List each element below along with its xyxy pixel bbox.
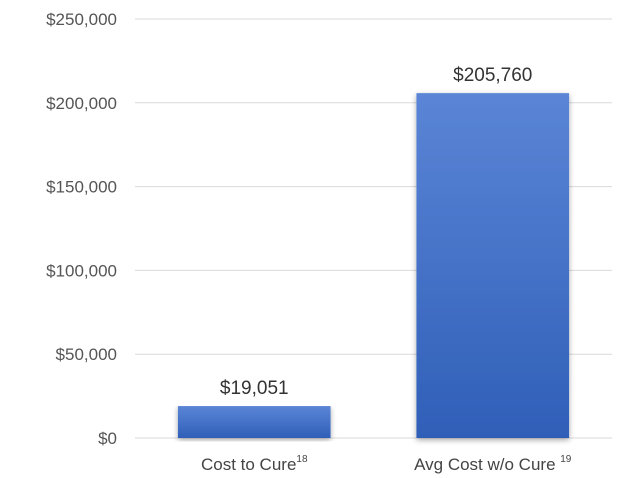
y-tick-label: $150,000 bbox=[46, 178, 117, 197]
category-footnote-superscript: 18 bbox=[296, 454, 308, 465]
bars bbox=[177, 93, 570, 438]
y-tick-label: $50,000 bbox=[56, 345, 117, 364]
category-label: Avg Cost w/o Cure 19 bbox=[414, 454, 572, 474]
category-label: Cost to Cure18 bbox=[201, 454, 308, 474]
category-footnote-superscript: 19 bbox=[560, 454, 572, 465]
data-labels: $19,051 $205,760 bbox=[220, 65, 532, 399]
category-label-text: Cost to Cure bbox=[201, 455, 296, 474]
y-tick-label: $100,000 bbox=[46, 261, 117, 280]
data-label: $205,760 bbox=[453, 65, 532, 86]
bar bbox=[177, 406, 331, 438]
category-label-text: Avg Cost w/o Cure bbox=[414, 455, 560, 474]
y-tick-label: $0 bbox=[98, 429, 117, 448]
y-tick-label: $200,000 bbox=[46, 94, 117, 113]
data-label: $19,051 bbox=[220, 378, 289, 399]
y-axis-ticks: $0 $50,000 $100,000 $150,000 $200,000 $250,00… bbox=[46, 10, 117, 448]
y-tick-label: $250,000 bbox=[46, 10, 117, 29]
category-labels: Cost to Cure18 Avg Cost w/o Cure 19 bbox=[201, 454, 572, 474]
bar bbox=[416, 93, 570, 438]
